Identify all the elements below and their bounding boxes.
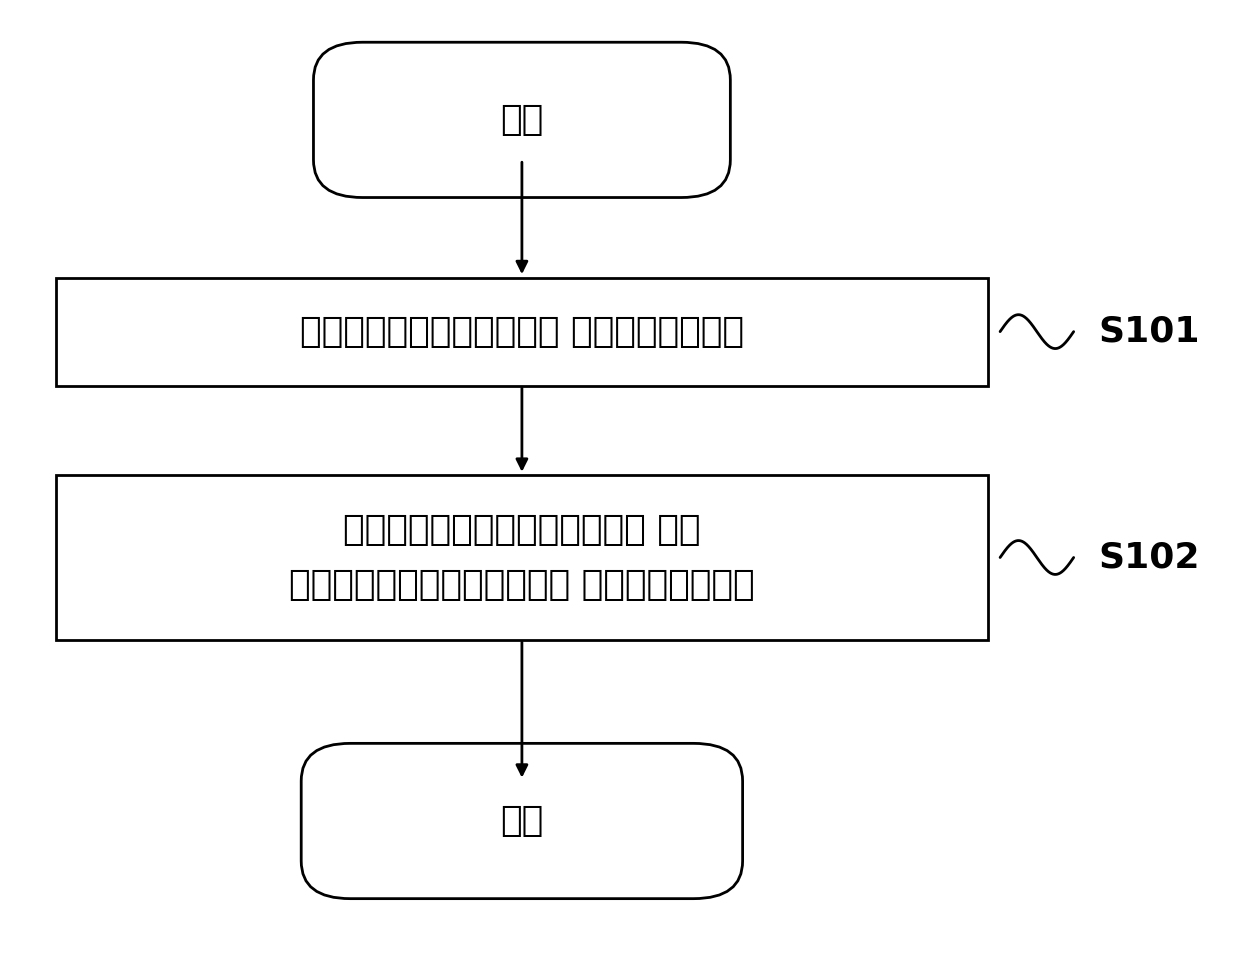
Text: S101: S101: [1099, 314, 1199, 349]
Text: 确定标定材料与空气界面的 实时反射系数幅値: 确定标定材料与空气界面的 实时反射系数幅値: [300, 314, 744, 349]
Text: 基于所述标定材料与空气界面的 实时
反射系数幅値确定标定材料的 实时相对介电常数: 基于所述标定材料与空气界面的 实时 反射系数幅値确定标定材料的 实时相对介电常数: [289, 513, 755, 603]
Bar: [56, 278, 988, 386]
Text: 开始: 开始: [500, 103, 543, 137]
FancyBboxPatch shape: [314, 42, 730, 198]
Text: S102: S102: [1099, 541, 1199, 575]
Text: 结束: 结束: [500, 804, 543, 838]
Bar: [56, 476, 988, 640]
FancyBboxPatch shape: [301, 743, 743, 899]
